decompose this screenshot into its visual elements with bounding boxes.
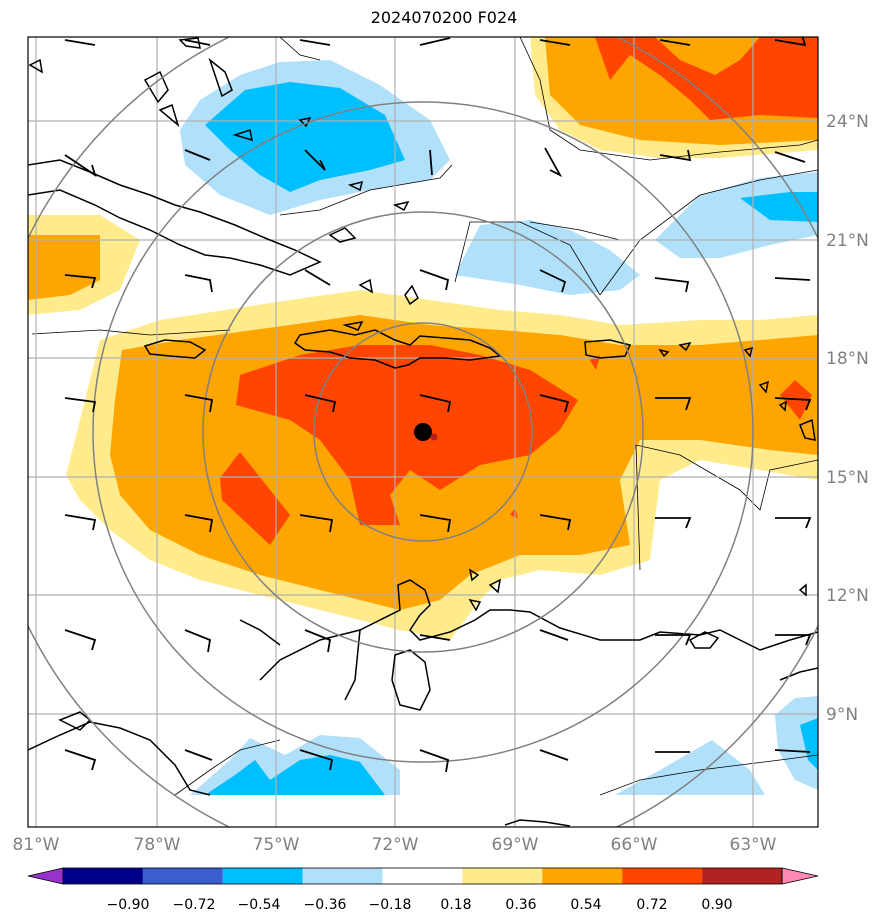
colorbar-tick-label: −0.54 <box>238 897 281 913</box>
colorbar-swatch <box>142 868 223 884</box>
lon-label: 66°W <box>611 835 658 855</box>
lat-label: 15°N <box>826 468 869 488</box>
colorbar-swatch <box>702 868 782 884</box>
colorbar-swatch <box>542 868 623 884</box>
map-area <box>28 37 818 827</box>
colorbar-swatch <box>462 868 543 884</box>
graticule <box>28 37 818 827</box>
lon-label: 63°W <box>730 835 777 855</box>
lat-label: 9°N <box>826 705 858 725</box>
colorbar-swatch <box>63 868 143 884</box>
colorbar-tick-label: 0.36 <box>505 897 536 913</box>
lat-label: 21°N <box>826 231 869 251</box>
colorbar-swatch <box>222 868 303 884</box>
colorbar-extend-max <box>781 867 819 885</box>
colorbar-swatch <box>302 868 383 884</box>
colorbar-tick-label: 0.72 <box>636 897 667 913</box>
map-frame <box>27 36 819 828</box>
coastlines <box>28 37 818 827</box>
colorbar-swatch <box>382 868 463 884</box>
lon-label: 75°W <box>253 835 300 855</box>
colorbar-ticks: −0.90 −0.72 −0.54 −0.36 −0.18 0.18 0.36 … <box>107 897 733 913</box>
lon-label: 69°W <box>492 835 539 855</box>
colorbar-tick-label: 0.90 <box>701 897 732 913</box>
colorbar-tick-label: 0.54 <box>570 897 601 913</box>
range-rings <box>28 37 818 827</box>
colorbar-swatch <box>622 868 703 884</box>
colorbar-frame <box>62 867 783 885</box>
field-0.54-0.72 <box>236 345 578 525</box>
lon-label: 72°W <box>372 835 419 855</box>
storm-center-marker <box>414 423 432 441</box>
longitude-labels: 81°W 78°W 75°W 72°W 69°W 66°W 63°W <box>13 835 777 855</box>
colorbar-tick-label: −0.18 <box>369 897 412 913</box>
colorbar-tick-label: −0.72 <box>173 897 216 913</box>
lat-label: 24°N <box>826 112 869 132</box>
colorbar-tick-label: −0.90 <box>107 897 150 913</box>
colorbar <box>27 867 819 885</box>
colorbar-tick-label: 0.18 <box>440 897 471 913</box>
lon-label: 81°W <box>13 835 60 855</box>
lat-label: 12°N <box>826 586 869 606</box>
lon-label: 78°W <box>134 835 181 855</box>
lat-label: 18°N <box>826 349 869 369</box>
map-title: 2024070200 F024 <box>370 8 518 27</box>
wind-barbs <box>64 37 812 773</box>
colorbar-extend-min <box>27 867 64 885</box>
storm-forecast-marker <box>430 433 438 441</box>
colorbar-tick-label: −0.36 <box>304 897 347 913</box>
latitude-labels: 24°N 21°N 18°N 15°N 12°N 9°N <box>826 112 869 725</box>
